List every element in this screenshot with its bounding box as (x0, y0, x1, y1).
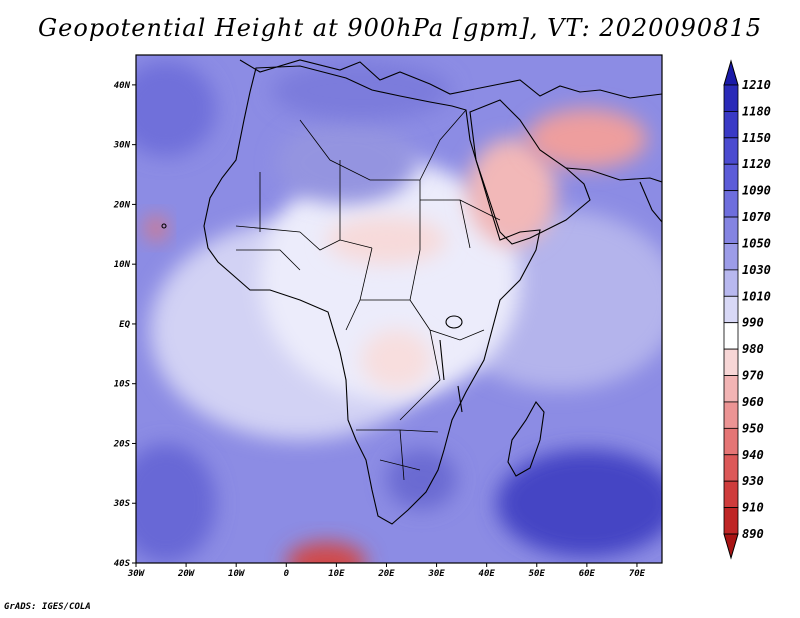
colorbar-label: 1010 (742, 289, 771, 303)
contour-field (136, 55, 662, 563)
colorbar-label: 930 (742, 474, 764, 488)
lat-tick-label: 20N (113, 200, 131, 210)
colorbar-bin (723, 507, 739, 535)
colorbar-bin (723, 348, 739, 376)
colorbar-bin (723, 322, 739, 350)
colorbar-label: 1050 (742, 236, 771, 250)
lat-tick-label: 10S (114, 380, 131, 390)
colorbar-label: 990 (742, 316, 764, 330)
lake-victoria (445, 315, 463, 329)
colorbar-label: 1120 (742, 157, 771, 171)
colorbar-label: 960 (742, 395, 764, 409)
longitude-axis: 30W 20W 10W 0 10E 20E 30E 40E 50E 60E 70E (127, 563, 646, 579)
lat-tick-label: 40S (114, 559, 131, 569)
contour-low-band-cape-verde (146, 216, 167, 241)
colorbar-max-arrow (723, 59, 739, 86)
contour-low-band-iran (526, 108, 647, 169)
colorbar-label: 950 (742, 421, 764, 435)
lon-tick-label: 10E (328, 569, 345, 579)
light-zone-africa-interior (260, 160, 520, 400)
lon-tick-label: 70E (629, 569, 646, 579)
colorbar-bin (723, 163, 739, 192)
contour-high-band-med (271, 60, 452, 121)
lon-tick-label: 0 (284, 569, 290, 579)
contour-high-band-sahara (276, 120, 417, 205)
colorbar-label: 970 (742, 369, 764, 383)
lon-tick-label: 30E (427, 569, 445, 579)
colorbar-bin (723, 295, 739, 324)
lat-tick-label: 30S (113, 499, 131, 509)
africa-coastline (203, 65, 541, 525)
contour-high-band-south-indian-ocean (496, 449, 662, 558)
lon-tick-label: 20W (177, 569, 196, 579)
lon-tick-label: 50E (529, 569, 546, 579)
colorbar-bin (723, 427, 739, 456)
arabia-coastline (469, 99, 591, 245)
india-coastline (639, 181, 662, 223)
coastlines (161, 59, 662, 525)
contour-high-band-southern-africa (386, 449, 457, 510)
lat-tick-label: 20S (113, 439, 131, 449)
colorbar-label: 1150 (742, 131, 771, 145)
colorbar: 1210 1180 1150 1120 1090 1070 1050 1030 1010 990 9… (723, 59, 771, 560)
colorbar-label: 1030 (742, 263, 771, 277)
colorbar-label: 1070 (742, 210, 771, 224)
colorbar-label: 1090 (742, 184, 771, 198)
country-borders (235, 109, 501, 481)
colorbar-bin (723, 243, 739, 271)
colorbar-label: 940 (742, 448, 764, 462)
colorbar-bin (723, 111, 739, 139)
colorbar-bin (723, 401, 739, 429)
colorbar-bin (723, 375, 739, 403)
madagascar-coastline (507, 401, 545, 477)
colorbar-bin (723, 480, 739, 508)
lake-malawi (457, 385, 463, 413)
colorbar-bin (723, 269, 739, 297)
contour-low-band-sahel (326, 216, 447, 265)
contour-high-band-north-atlantic (136, 60, 217, 157)
lat-tick-label: 30N (113, 141, 131, 151)
contour-low-band-south-ocean-low (286, 542, 367, 563)
iran-coastline (565, 167, 662, 183)
lon-tick-label: 30W (127, 569, 146, 579)
lake-tanganyika (439, 339, 445, 381)
map-frame (135, 54, 663, 564)
lat-tick-label: 40N (114, 81, 131, 91)
contour-high-band-south-atlantic (136, 443, 217, 563)
contour-low-band-central-africa (361, 329, 432, 390)
colorbar-label: 890 (742, 527, 764, 541)
cape-verde-islands (161, 223, 167, 229)
colorbar-label: 1210 (742, 78, 771, 92)
lon-tick-label: 60E (579, 569, 596, 579)
lon-tick-label: 10W (228, 569, 246, 579)
map-title: Geopotential Height at 900hPa [gpm], VT:… (38, 14, 762, 42)
colorbar-label: 910 (742, 501, 764, 515)
colorbar-min-arrow (723, 533, 739, 560)
colorbar-bin (723, 190, 739, 218)
lon-tick-label: 20E (377, 569, 395, 579)
colorbar-bin (723, 216, 739, 244)
lon-tick-label: 40E (479, 569, 496, 579)
colorbar-label: 980 (742, 342, 764, 356)
europe-coastline (239, 59, 662, 99)
colorbar-bin (723, 454, 739, 482)
lat-tick-label: 10N (114, 260, 131, 270)
latitude-axis: 40N 30N 20N 10N EQ 10S 20S 30S 40S (113, 81, 136, 569)
colorbar-bin (723, 84, 739, 112)
grads-credit: GrADS: IGES/COLA (4, 602, 91, 612)
colorbar-bin (723, 137, 739, 165)
contour-low-band-arabia (466, 138, 557, 247)
colorbar-label: 1180 (742, 104, 771, 118)
lat-tick-label: EQ (119, 320, 130, 330)
